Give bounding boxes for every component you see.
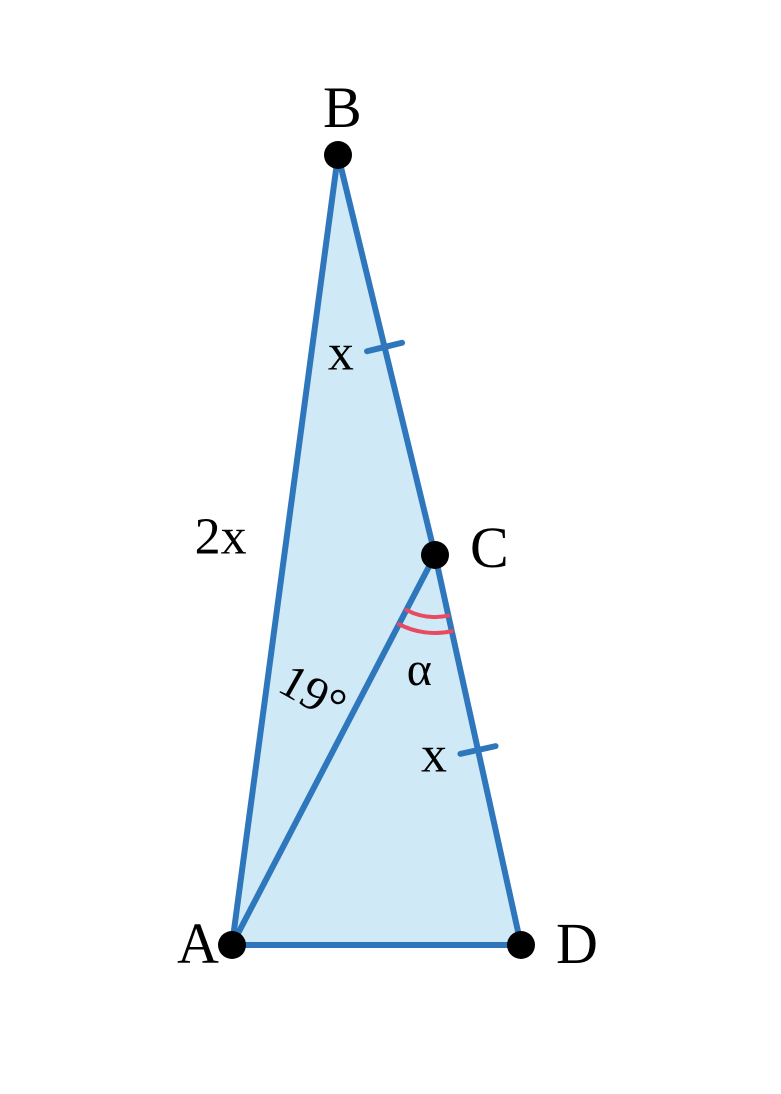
angle-label-alpha: α	[407, 643, 432, 696]
vertex-label-A: A	[177, 911, 219, 976]
vertex-label-B: B	[323, 75, 362, 140]
edge-label-AB: 2x	[195, 508, 247, 565]
vertex-A	[218, 931, 246, 959]
vertex-label-D: D	[556, 911, 598, 976]
vertex-label-C: C	[470, 515, 509, 580]
edge-label-BC: x	[328, 325, 354, 382]
edge-label-CD: x	[421, 727, 447, 784]
vertex-D	[507, 931, 535, 959]
vertex-C	[421, 541, 449, 569]
vertex-B	[324, 141, 352, 169]
